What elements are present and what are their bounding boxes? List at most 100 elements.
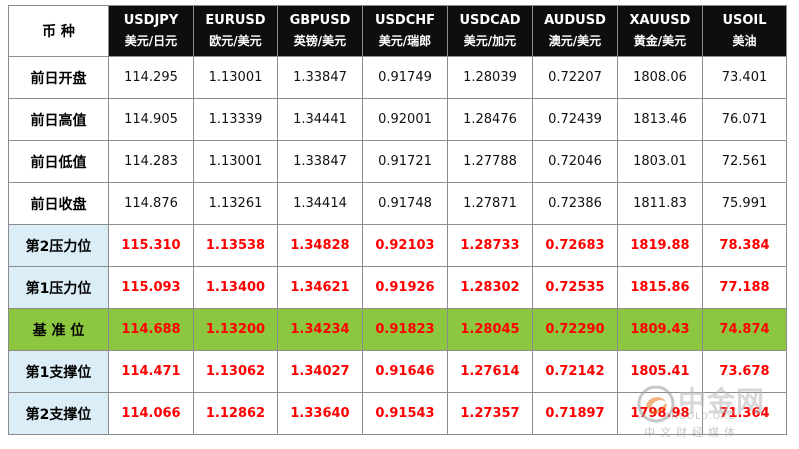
table-row: 第1压力位 115.093 1.13400 1.34621 0.91926 1.28302… — [8, 266, 787, 309]
row-label: 第2压力位 — [8, 224, 109, 267]
table-cell: 1.34234 — [277, 308, 363, 351]
table-cell: 0.72142 — [532, 350, 618, 393]
table-row: 前日收盘 114.876 1.13261 1.34414 0.91748 1.27871 0… — [8, 182, 787, 225]
table-cell: 0.72439 — [532, 98, 618, 141]
table-cell: 0.91646 — [362, 350, 448, 393]
table-cell: 0.72290 — [532, 308, 618, 351]
column-header-usdchf: USDCHF 美元/瑞郎 — [362, 5, 448, 57]
table-cell: 1811.83 — [617, 182, 703, 225]
table-cell: 1.28733 — [447, 224, 533, 267]
column-code: USDCHF — [374, 13, 435, 28]
table-cell: 1.27614 — [447, 350, 533, 393]
column-code: USDCAD — [459, 13, 521, 28]
table-cell: 114.876 — [108, 182, 194, 225]
table-cell: 0.91749 — [362, 56, 448, 99]
table-cell: 1.34441 — [277, 98, 363, 141]
table-cell: 0.72535 — [532, 266, 618, 309]
table-cell: 1.13339 — [193, 98, 278, 141]
table-row: 第2压力位 115.310 1.13538 1.34828 0.92103 1.28733… — [8, 224, 787, 267]
table-cell: 114.066 — [108, 392, 194, 435]
row-label: 第1支撑位 — [8, 350, 109, 393]
table-cell: 1.13400 — [193, 266, 278, 309]
table-cell: 75.991 — [702, 182, 787, 225]
corner-label: 币 种 — [8, 5, 109, 57]
table-row: 前日开盘 114.295 1.13001 1.33847 0.91749 1.28039 0… — [8, 56, 787, 99]
table-row: 前日高值 114.905 1.13339 1.34441 0.92001 1.28476 0… — [8, 98, 787, 141]
row-label: 第1压力位 — [8, 266, 109, 309]
row-label: 前日开盘 — [8, 56, 109, 99]
table-cell: 1.13001 — [193, 140, 278, 183]
table-cell: 1.27788 — [447, 140, 533, 183]
table-cell: 0.91823 — [362, 308, 448, 351]
table-cell: 1.33847 — [277, 140, 363, 183]
column-header-usdjpy: USDJPY 美元/日元 — [108, 5, 194, 57]
column-code: EURUSD — [205, 13, 266, 28]
table-cell: 0.72683 — [532, 224, 618, 267]
table-row: 第1支撑位 114.471 1.13062 1.34027 0.91646 1.27614… — [8, 350, 787, 393]
table-cell: 71.364 — [702, 392, 787, 435]
column-code: GBPUSD — [289, 13, 351, 28]
table-cell: 1815.86 — [617, 266, 703, 309]
table-row: 基 准 位 114.688 1.13200 1.34234 0.91823 1.28045… — [8, 308, 787, 351]
table-cell: 1798.98 — [617, 392, 703, 435]
table-cell: 0.91748 — [362, 182, 448, 225]
column-code: XAUUSD — [629, 13, 691, 28]
column-pair-name: 英镑/美元 — [293, 34, 347, 48]
table-cell: 1.33847 — [277, 56, 363, 99]
table-cell: 1.34828 — [277, 224, 363, 267]
table-cell: 1.13062 — [193, 350, 278, 393]
table-cell: 115.310 — [108, 224, 194, 267]
table-cell: 1819.88 — [617, 224, 703, 267]
row-label: 基 准 位 — [8, 308, 109, 351]
fx-levels-table: 币 种 USDJPY 美元/日元 EURUSD 欧元/美元 GBPUSD 英镑/美元 USD… — [8, 5, 787, 435]
table-cell: 0.91543 — [362, 392, 448, 435]
table-cell: 1.12862 — [193, 392, 278, 435]
header-row: 币 种 USDJPY 美元/日元 EURUSD 欧元/美元 GBPUSD 英镑/美元 USD… — [8, 5, 787, 57]
column-code: USOIL — [722, 13, 767, 28]
table-cell: 115.093 — [108, 266, 194, 309]
table-cell: 0.91926 — [362, 266, 448, 309]
table-cell: 76.071 — [702, 98, 787, 141]
table-cell: 1.28302 — [447, 266, 533, 309]
column-pair-name: 美元/日元 — [124, 34, 178, 48]
table-cell: 0.72386 — [532, 182, 618, 225]
table-cell: 74.874 — [702, 308, 787, 351]
table-cell: 1.28039 — [447, 56, 533, 99]
table-cell: 1.28476 — [447, 98, 533, 141]
table-cell: 0.91721 — [362, 140, 448, 183]
table-row: 前日低值 114.283 1.13001 1.33847 0.91721 1.27788 0… — [8, 140, 787, 183]
table-cell: 114.905 — [108, 98, 194, 141]
column-header-audusd: AUDUSD 澳元/美元 — [532, 5, 618, 57]
row-label: 前日高值 — [8, 98, 109, 141]
table-cell: 114.295 — [108, 56, 194, 99]
table-cell: 0.92001 — [362, 98, 448, 141]
table-cell: 1.27357 — [447, 392, 533, 435]
column-pair-name: 黄金/美元 — [633, 34, 687, 48]
table-cell: 1.27871 — [447, 182, 533, 225]
column-header-gbpusd: GBPUSD 英镑/美元 — [277, 5, 363, 57]
table-cell: 1.33640 — [277, 392, 363, 435]
table-row: 第2支撑位 114.066 1.12862 1.33640 0.91543 1.27357… — [8, 392, 787, 435]
table-cell: 73.401 — [702, 56, 787, 99]
column-pair-name: 欧元/美元 — [209, 34, 262, 48]
column-header-eurusd: EURUSD 欧元/美元 — [193, 5, 278, 57]
column-pair-name: 美油 — [732, 34, 757, 48]
table-cell: 114.283 — [108, 140, 194, 183]
table-cell: 1805.41 — [617, 350, 703, 393]
table-cell: 0.72207 — [532, 56, 618, 99]
column-pair-name: 美元/瑞郎 — [378, 34, 432, 48]
column-header-xauusd: XAUUSD 黄金/美元 — [617, 5, 703, 57]
row-label: 第2支撑位 — [8, 392, 109, 435]
table-cell: 1.34027 — [277, 350, 363, 393]
table-cell: 0.72046 — [532, 140, 618, 183]
table-cell: 72.561 — [702, 140, 787, 183]
table-cell: 1809.43 — [617, 308, 703, 351]
table-cell: 1.34414 — [277, 182, 363, 225]
table-cell: 1803.01 — [617, 140, 703, 183]
column-header-usdcad: USDCAD 美元/加元 — [447, 5, 533, 57]
table-cell: 1.13538 — [193, 224, 278, 267]
row-label: 前日收盘 — [8, 182, 109, 225]
table-cell: 0.71897 — [532, 392, 618, 435]
table-cell: 1.13261 — [193, 182, 278, 225]
table-cell: 1808.06 — [617, 56, 703, 99]
